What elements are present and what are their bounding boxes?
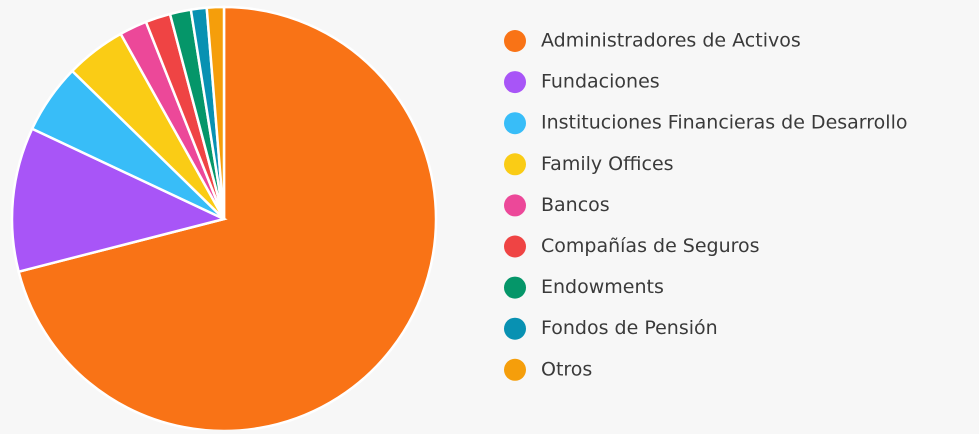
legend-label: Family Offices bbox=[541, 153, 674, 175]
legend-label: Bancos bbox=[541, 194, 610, 216]
legend-label: Administradores de Activos bbox=[541, 30, 801, 52]
pie-slice bbox=[10, 127, 228, 274]
legend-marker bbox=[504, 276, 526, 299]
legend-label: Endowments bbox=[541, 276, 664, 298]
legend-marker bbox=[504, 235, 526, 258]
pie-slice bbox=[17, 5, 438, 433]
legend-label: Fundaciones bbox=[541, 71, 660, 93]
legend-label: Otros bbox=[541, 358, 592, 380]
legend-marker bbox=[504, 71, 526, 94]
legend-marker bbox=[504, 194, 526, 217]
legend-label: Fondos de Pensión bbox=[541, 317, 718, 339]
legend-label: Instituciones Financieras de Desarrollo bbox=[541, 112, 907, 134]
pie-slice bbox=[205, 5, 226, 220]
legend-marker bbox=[504, 112, 526, 135]
legend-marker bbox=[504, 30, 526, 52]
legend-label: Compañías de Seguros bbox=[541, 235, 760, 257]
legend-marker bbox=[504, 317, 526, 340]
legend-marker bbox=[504, 153, 526, 176]
legend-marker bbox=[504, 358, 526, 381]
